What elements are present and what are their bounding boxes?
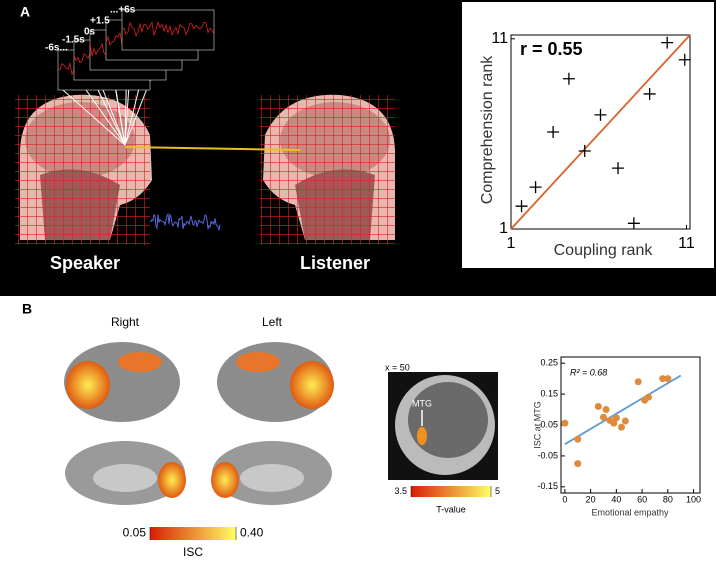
panel-label: A	[20, 4, 30, 20]
x-tick-label: 1	[507, 235, 516, 252]
mri-slice	[388, 372, 498, 480]
colorbar-tick-label: 5	[495, 486, 500, 496]
point	[574, 435, 582, 443]
waveform	[149, 212, 221, 231]
point	[562, 72, 575, 85]
colorbar-tick-label: 0.40	[240, 526, 264, 540]
point	[561, 419, 569, 427]
point	[661, 36, 674, 49]
point	[617, 423, 625, 431]
coupling-line	[124, 146, 301, 151]
x-tick-label: 0	[562, 494, 567, 504]
fan-line	[78, 79, 126, 146]
point	[599, 413, 607, 421]
point	[610, 419, 618, 427]
point	[578, 145, 591, 158]
y-tick-label: 1	[499, 220, 508, 237]
point	[643, 87, 656, 100]
fit-line	[564, 374, 682, 445]
x-axis-label: Coupling rank	[554, 242, 654, 259]
speaker-label: Speaker	[50, 253, 120, 273]
speech-waveform	[149, 212, 221, 231]
plot-frame	[560, 356, 701, 494]
point	[664, 375, 672, 383]
x-tick-label: 80	[663, 494, 673, 504]
hemisphere-label: Right	[111, 315, 140, 329]
point	[594, 108, 607, 121]
listener-head	[260, 94, 395, 245]
colorbar	[411, 486, 491, 497]
x-tick-label: 11	[678, 235, 695, 252]
point	[515, 200, 528, 213]
trace	[121, 20, 215, 38]
y-tick-label: 0.25	[540, 358, 558, 368]
hemisphere-label: Left	[262, 315, 283, 329]
point	[594, 402, 602, 410]
x-tick-label: 40	[611, 494, 621, 504]
point	[612, 414, 620, 422]
time-label: 0s	[84, 27, 96, 38]
colorbar-label: ISC	[183, 545, 203, 559]
point	[678, 53, 691, 66]
point	[574, 460, 582, 468]
y-tick-label: 11	[491, 30, 508, 47]
point	[645, 393, 653, 401]
time-label: -6s...	[45, 43, 68, 54]
x-tick-label: 100	[686, 494, 701, 504]
point	[627, 217, 640, 230]
slice-label: x = 50	[385, 362, 410, 372]
point	[612, 162, 625, 175]
y-tick-label: -0.05	[537, 450, 558, 460]
colorbar-label: T-value	[436, 504, 466, 514]
trace-box	[121, 9, 215, 51]
time-label: ...+6s	[110, 5, 136, 16]
point	[621, 417, 629, 425]
listener-label: Listener	[300, 253, 370, 273]
fit-line	[510, 34, 691, 230]
fan-line	[62, 89, 126, 146]
point	[634, 378, 642, 386]
point	[547, 126, 560, 138]
speaker-head	[15, 94, 152, 245]
x-tick-label: 60	[637, 494, 647, 504]
y-tick-label: 0.05	[540, 419, 558, 429]
annotation: r = 0.55	[520, 39, 583, 59]
point	[602, 406, 610, 414]
y-axis-label: ISC at MTG	[532, 401, 542, 449]
region-label: MTG	[412, 398, 432, 408]
colorbar	[150, 527, 236, 540]
time-label: -1.5s	[62, 35, 85, 46]
time-series	[57, 9, 215, 91]
x-axis-label: Emotional empathy	[591, 507, 669, 517]
x-tick-label: 20	[586, 494, 596, 504]
y-tick-label: 0.15	[540, 388, 558, 398]
y-tick-label: -0.15	[537, 481, 558, 491]
panel-label: B	[22, 301, 32, 317]
fan-line	[97, 89, 126, 146]
time-label: +1.5	[90, 16, 110, 27]
y-axis-label: Comprehension rank	[479, 55, 496, 205]
colorbar-tick-label: 3.5	[394, 486, 407, 496]
colorbar-tick-label: 0.05	[123, 526, 147, 540]
annotation: R² = 0.68	[570, 367, 607, 377]
point	[659, 375, 667, 383]
point	[529, 181, 542, 194]
brain-surfaces	[64, 342, 334, 505]
